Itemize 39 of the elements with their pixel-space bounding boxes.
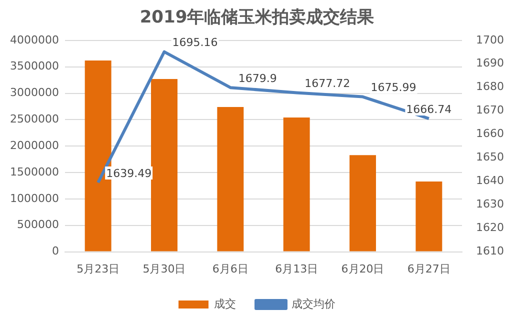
y2-tick-label: 1650	[476, 150, 504, 164]
chart-title: 2019年临储玉米拍卖成交结果	[140, 8, 376, 28]
y-tick-label: 4000000	[10, 33, 59, 46]
y2-tick-label: 1700	[476, 33, 504, 46]
y-tick-label: 3000000	[10, 86, 59, 100]
bar	[416, 182, 442, 252]
data-label: 1666.74	[406, 102, 452, 116]
legend-label: 成交	[214, 297, 236, 310]
data-label: 1695.16	[172, 36, 218, 50]
y2-tick-label: 1610	[476, 244, 504, 258]
y-tick-label: 1000000	[10, 192, 59, 205]
y-tick-label: 2000000	[10, 138, 59, 152]
data-label: 1677.72	[304, 77, 350, 90]
y2-tick-label: 1670	[476, 104, 504, 117]
bar	[283, 118, 310, 252]
y-tick-label: 1500000	[10, 165, 59, 178]
x-tick-label: 6月6日	[212, 262, 248, 276]
y-tick-label: 3500000	[10, 60, 59, 73]
bar	[350, 155, 376, 252]
y2-tick-label: 1630	[476, 198, 504, 211]
bar	[217, 106, 244, 252]
y2-tick-label: 1680	[476, 80, 504, 94]
x-tick-label: 6月13日	[275, 262, 318, 276]
y-tick-label: 500000	[16, 218, 59, 232]
x-tick-label: 5月30日	[142, 262, 186, 276]
data-label: 1675.99	[370, 81, 416, 94]
y2-tick-label: 1640	[476, 174, 504, 188]
data-label: 1679.9	[238, 72, 277, 85]
y-tick-label: 2500000	[10, 112, 59, 126]
legend-label: 成交均价	[292, 297, 336, 310]
y-tick-label: 0	[52, 244, 59, 258]
x-tick-label: 6月27日	[407, 262, 450, 276]
y2-tick-label: 1620	[476, 221, 504, 234]
bar	[151, 78, 178, 252]
y2-tick-label: 1660	[476, 127, 504, 140]
y2-tick-label: 1690	[476, 56, 504, 70]
data-label: 1639.49	[106, 166, 152, 180]
x-tick-label: 5月23日	[76, 262, 120, 276]
x-tick-label: 6月20日	[341, 262, 384, 276]
